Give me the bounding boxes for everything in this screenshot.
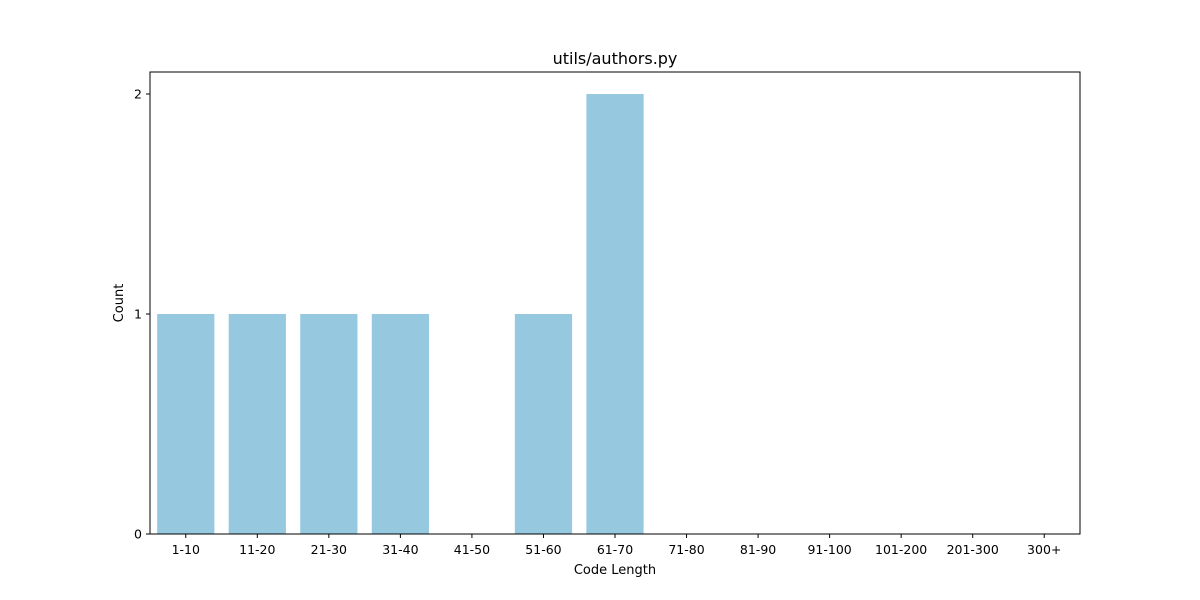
- bar-51-60: [514, 314, 573, 534]
- bar-1-10: [157, 314, 215, 534]
- bar-21-30: [300, 314, 358, 534]
- x-tick-label: 11-20: [239, 542, 275, 557]
- x-tick-label: 51-60: [525, 542, 561, 557]
- bar-11-20: [228, 314, 286, 534]
- x-tick-label: 300+: [1027, 542, 1061, 557]
- bar-61-70: [586, 94, 644, 534]
- bars-layer: [157, 94, 644, 534]
- y-tick-label: 1: [134, 307, 142, 322]
- x-tick-label: 41-50: [454, 542, 490, 557]
- x-axis-label: Code Length: [574, 563, 656, 578]
- y-axis: 0 1 2: [134, 87, 150, 542]
- x-axis: 1-10 11-20 21-30 31-40 41-50 51-60 61-70 71-80 8…: [172, 534, 1061, 557]
- x-tick-label: 61-70: [597, 542, 633, 557]
- x-tick-label: 91-100: [807, 542, 851, 557]
- x-tick-label: 21-30: [311, 542, 347, 557]
- bar-31-40: [371, 314, 429, 534]
- x-tick-label: 71-80: [668, 542, 704, 557]
- x-tick-label: 1-10: [172, 542, 200, 557]
- chart-title: utils/authors.py: [553, 49, 678, 68]
- x-tick-label: 31-40: [382, 542, 418, 557]
- y-tick-label: 2: [134, 87, 142, 102]
- y-axis-label: Count: [112, 284, 127, 323]
- x-tick-label: 101-200: [875, 542, 927, 557]
- x-tick-label: 201-300: [947, 542, 999, 557]
- y-tick-label: 0: [134, 527, 142, 542]
- x-tick-label: 81-90: [740, 542, 776, 557]
